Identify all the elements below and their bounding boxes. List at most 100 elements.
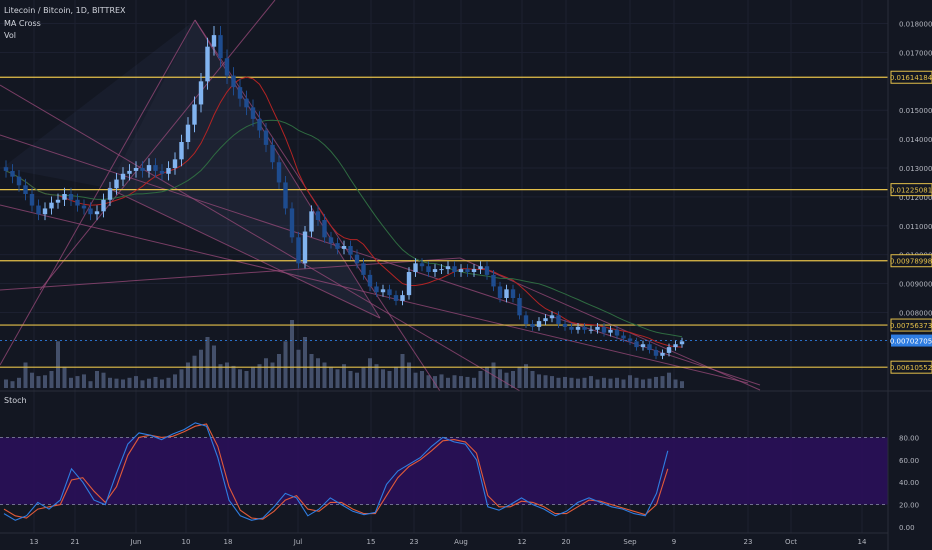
- time-axis[interactable]: 13 21 Jun 10 18 Jul 15 23 Aug 12 20 Sep 9 23 Oct 14: [30, 538, 867, 546]
- volume-bar: [179, 369, 184, 388]
- volume-bar: [23, 362, 28, 388]
- candle-body: [387, 289, 392, 296]
- volume-bar: [140, 380, 145, 388]
- candle-body: [146, 165, 152, 171]
- candle-body: [328, 237, 334, 244]
- candle-body: [679, 341, 685, 345]
- candle-body: [653, 350, 659, 356]
- candle-body: [172, 159, 178, 168]
- stoch-pane: [0, 422, 888, 521]
- indicator-ma-cross[interactable]: MA Cross: [4, 19, 41, 28]
- volume-bar: [628, 375, 632, 388]
- candle-body: [218, 35, 223, 59]
- last-price-badge: [891, 334, 932, 347]
- volume-bar: [498, 369, 502, 388]
- volume-bar: [576, 378, 580, 388]
- candle-body: [36, 205, 41, 215]
- candle-body: [458, 269, 464, 272]
- candle-body: [250, 107, 256, 119]
- time-tick-label: 18: [224, 538, 233, 546]
- candle-body: [29, 194, 35, 206]
- candle-body: [68, 194, 74, 200]
- candle-body: [621, 335, 626, 339]
- volume-bar: [290, 320, 294, 388]
- candle-body: [315, 211, 321, 220]
- candle-body: [10, 170, 15, 177]
- volume-bar: [43, 375, 47, 388]
- candle-body: [309, 211, 314, 232]
- time-tick-label: 15: [367, 538, 376, 546]
- volume-bar: [368, 358, 372, 388]
- volume-bar: [517, 366, 522, 388]
- volume-bar: [49, 371, 54, 388]
- pattern-fills: [2, 20, 380, 318]
- candle-body: [101, 199, 106, 212]
- candle-body: [510, 289, 516, 298]
- candle-body: [224, 58, 230, 76]
- candle-body: [640, 344, 646, 348]
- volume-bar: [387, 371, 392, 388]
- candle-body: [88, 208, 93, 215]
- candle-body: [107, 188, 113, 200]
- candle-body: [426, 266, 431, 272]
- candle-body: [478, 266, 483, 270]
- candle-body: [192, 104, 197, 125]
- volume-bar: [543, 375, 548, 388]
- candle-body: [55, 199, 61, 203]
- time-tick-label: 23: [744, 538, 753, 546]
- volume-bar: [342, 364, 346, 388]
- candle-body: [393, 295, 399, 301]
- candle-body: [322, 220, 327, 238]
- price-tick-label: 0.01200000: [899, 194, 932, 202]
- stoch-tick-label: 40.00: [899, 479, 919, 487]
- stoch-tick-label: 0.00: [899, 524, 915, 532]
- price-level-label: 0.00756373: [890, 322, 932, 330]
- candle-body: [647, 344, 652, 350]
- candle-body: [660, 352, 665, 356]
- candle-body: [263, 130, 269, 145]
- candle-body: [562, 324, 568, 327]
- volume-bar: [218, 364, 223, 388]
- triangle-pattern: [2, 20, 195, 188]
- candle-body: [179, 142, 184, 160]
- time-tick-label: Sep: [623, 538, 637, 546]
- volume-bar: [680, 381, 684, 388]
- candle-body: [465, 269, 470, 272]
- volume-bar: [238, 369, 242, 388]
- candle-body: [413, 263, 418, 272]
- volume-bar: [667, 372, 671, 388]
- price-axis[interactable]: 0.01800000 0.01700000 0.01500000 0.01400000…: [890, 21, 932, 532]
- stoch-title[interactable]: Stoch: [4, 396, 27, 405]
- candle-body: [354, 254, 360, 264]
- candle-body: [432, 269, 438, 272]
- trend-line: [107, 187, 381, 319]
- volume-bar: [186, 362, 190, 388]
- candle-body: [608, 329, 613, 333]
- volume-bar: [205, 337, 210, 388]
- candle-body: [3, 167, 9, 171]
- triangle-pattern: [108, 20, 380, 318]
- candle-body: [491, 274, 496, 287]
- candle-body: [504, 289, 509, 298]
- price-level-badge: [890, 254, 932, 268]
- volume-bar: [199, 349, 203, 388]
- trend-line: [0, 84, 521, 392]
- candle-body: [549, 315, 555, 319]
- indicator-volume[interactable]: Vol: [4, 31, 16, 40]
- candle-body: [471, 269, 477, 272]
- candle-body: [49, 202, 54, 209]
- volume-bars: [4, 320, 684, 388]
- symbol-title[interactable]: Litecoin / Bitcoin, 1D, BITTREX: [4, 6, 126, 15]
- volume-bar: [413, 372, 418, 388]
- volume-bar: [602, 377, 606, 388]
- candle-body: [367, 274, 373, 287]
- candle-body: [283, 182, 288, 209]
- candle-body: [666, 347, 672, 353]
- volume-bar: [394, 366, 398, 388]
- volume-bar: [452, 375, 457, 388]
- candle-body: [231, 75, 236, 88]
- volume-bar: [153, 376, 158, 388]
- volume-bar: [582, 377, 587, 388]
- time-tick-label: 21: [71, 538, 80, 546]
- stoch-band: [0, 437, 888, 505]
